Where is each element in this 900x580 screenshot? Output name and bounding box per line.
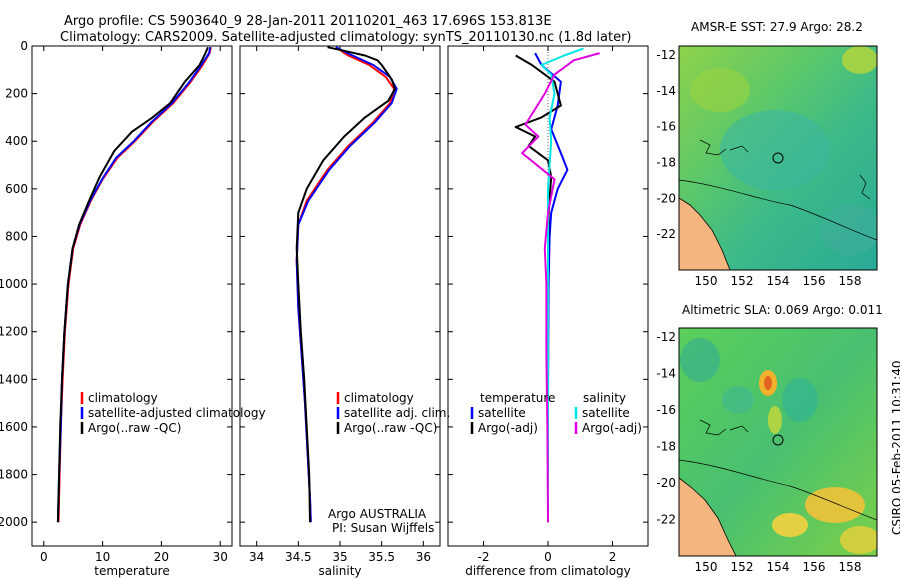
diff-legend-heading-salinity: salinity: [583, 391, 626, 405]
sla-map-coast-land: [679, 477, 737, 556]
salinity-profile-xtick-label: 34.5: [285, 550, 312, 564]
temperature-legend-label: climatology: [88, 391, 158, 405]
depth-tick-label: 0: [20, 39, 28, 53]
figure-title-line2: Climatology: CARS2009. Satellite-adjuste…: [60, 30, 632, 45]
depth-tick-label: 400: [5, 134, 28, 148]
altimetric-sla-map-xtick-label: 152: [731, 560, 754, 574]
amsr-sst-map-xtick-label: 154: [767, 274, 790, 288]
altimetric-sla-map-ytick-label: -12: [656, 330, 676, 344]
salinity-profile-xtick-label: 35: [332, 550, 347, 564]
altimetric-sla-map-ytick-label: -20: [656, 476, 676, 490]
depth-tick-label: 1800: [0, 468, 28, 482]
sst-map-coast-land: [679, 197, 731, 270]
amsr-sst-map-ytick-label: -12: [656, 48, 676, 62]
timestamp-label: CSIRO 05-Feb-2011 10:31:40: [890, 360, 900, 535]
temperature-legend-label: satellite-adjusted climatology: [88, 406, 266, 420]
temperature-profile-axes-box: [31, 45, 233, 547]
salinity-profile-xtick-label: 36: [416, 550, 431, 564]
salinity-profile-axes-box: [239, 45, 441, 547]
diff-temperature-legend-label: Argo(-adj): [478, 421, 538, 435]
salinity-legend-label: climatology: [344, 391, 414, 405]
salinity-profile-series-2: [295, 46, 396, 523]
amsr-sst-map-xtick-label: 152: [731, 274, 754, 288]
temperature-profile-xtick-label: 0: [40, 550, 48, 564]
difference-profile-xtick-label: -2: [477, 550, 489, 564]
diff-legend-heading-temperature: temperature: [480, 391, 555, 405]
amsr-sst-map-xtick-label: 150: [695, 274, 718, 288]
sla-map-panel: [679, 328, 877, 556]
salinity-annotation-line2: PI: Susan Wijffels: [332, 521, 434, 535]
salinity-legend-label: satellite adj. clim.: [344, 406, 450, 420]
salinity-profile-xlabel: salinity: [318, 564, 361, 578]
figure-title-line1: Argo profile: CS 5903640_9 28-Jan-2011 2…: [64, 14, 552, 29]
altimetric-sla-map-ytick-label: -22: [656, 513, 676, 527]
altimetric-sla-map-xtick-label: 156: [803, 560, 826, 574]
temperature-profile-xtick-label: 10: [95, 550, 110, 564]
sst-map-title: AMSR-E SST: 27.9 Argo: 28.2: [691, 20, 863, 34]
temperature-profile-series-2: [56, 46, 209, 523]
temperature-legend-label: Argo(..raw -QC): [88, 421, 181, 435]
depth-tick-label: 200: [5, 87, 28, 101]
amsr-sst-map-xtick-label: 156: [803, 274, 826, 288]
altimetric-sla-map-xtick-label: 158: [839, 560, 862, 574]
amsr-sst-map-ytick-label: -16: [656, 120, 676, 134]
diff-salinity-legend-label: Argo(-adj): [582, 421, 642, 435]
difference-profile-xlabel: difference from climatology: [465, 564, 631, 578]
salinity-legend-label: Argo(..raw -QC): [344, 421, 437, 435]
diff-temperature-legend-label: satellite: [478, 406, 526, 420]
diff-salinity-legend-label: satellite: [582, 406, 630, 420]
temperature-profile-xtick-label: 20: [154, 550, 169, 564]
sla-map-title: Altimetric SLA: 0.069 Argo: 0.011: [682, 303, 883, 317]
salinity-profile-xtick-label: 34: [249, 550, 264, 564]
altimetric-sla-map-ytick-label: -14: [656, 367, 676, 381]
temperature-profile-xlabel: temperature: [94, 564, 169, 578]
depth-tick-label: 1000: [0, 277, 28, 291]
depth-tick-label: 600: [5, 182, 28, 196]
sst-map-panel: [679, 46, 877, 270]
difference-profile-series-2: [540, 47, 584, 523]
altimetric-sla-map-ytick-label: -16: [656, 403, 676, 417]
difference-profile-xtick-label: 0: [544, 550, 552, 564]
temperature-profile-xtick-label: 30: [213, 550, 228, 564]
amsr-sst-map-ytick-label: -18: [656, 155, 676, 169]
sst-argo-marker: [772, 152, 784, 164]
altimetric-sla-map-xtick-label: 150: [695, 560, 718, 574]
difference-profile-xtick-label: 2: [609, 550, 617, 564]
amsr-sst-map-ytick-label: -20: [656, 191, 676, 205]
difference-profile-series-3: [521, 52, 600, 523]
depth-tick-label: 1600: [0, 420, 28, 434]
depth-tick-label: 1200: [0, 325, 28, 339]
amsr-sst-map-ytick-label: -22: [656, 227, 676, 241]
amsr-sst-map-xtick-label: 158: [839, 274, 862, 288]
altimetric-sla-map-xtick-label: 154: [767, 560, 790, 574]
depth-tick-label: 800: [5, 229, 28, 243]
sla-argo-marker: [772, 434, 784, 446]
altimetric-sla-map-ytick-label: -18: [656, 440, 676, 454]
salinity-profile-xtick-label: 35.5: [368, 550, 395, 564]
depth-tick-label: 1400: [0, 372, 28, 386]
depth-tick-label: 2000: [0, 515, 28, 529]
salinity-annotation-line1: Argo AUSTRALIA: [328, 507, 427, 521]
amsr-sst-map-ytick-label: -14: [656, 84, 676, 98]
